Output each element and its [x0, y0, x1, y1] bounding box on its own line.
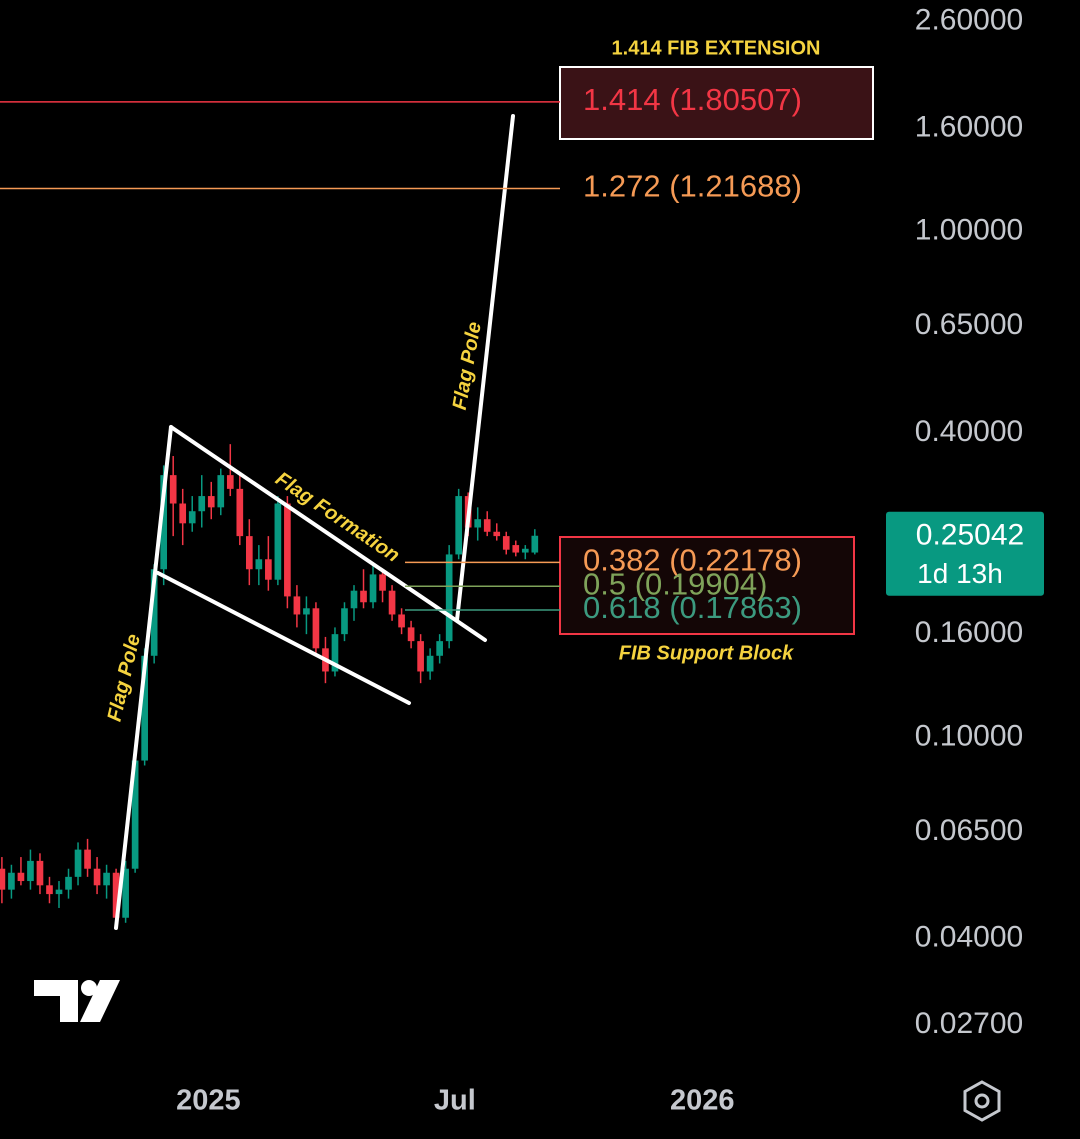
candle-body	[8, 872, 15, 890]
logo-part	[80, 980, 120, 1022]
logo-part	[81, 980, 97, 996]
candle-body	[36, 860, 44, 886]
candle-body	[360, 590, 367, 603]
candle-body	[160, 475, 168, 570]
y-tick-label: 1.00000	[915, 214, 1023, 247]
candle-body	[350, 590, 358, 609]
y-tick-label: 0.04000	[915, 921, 1023, 954]
candle-body	[141, 655, 148, 761]
candle-body	[169, 475, 177, 504]
x-tick-label: Jul	[434, 1085, 476, 1117]
candle-body	[531, 535, 539, 553]
y-tick-label: 0.40000	[915, 415, 1023, 448]
countdown: 1d 13h	[917, 558, 1003, 589]
extension-box	[559, 66, 874, 140]
candle-body	[512, 545, 520, 553]
candle-body	[483, 519, 491, 532]
candle-body	[17, 872, 25, 882]
candle-body	[312, 608, 320, 649]
candle-body	[274, 503, 282, 580]
y-tick-label: 2.60000	[915, 4, 1023, 37]
fib-label: 0.5 (0.19904)	[583, 566, 767, 601]
y-tick-label: 0.06500	[915, 814, 1023, 847]
fib-label: 0.382 (0.22178)	[583, 543, 802, 578]
y-tick-label: 0.65000	[915, 308, 1023, 341]
candle-body	[521, 548, 529, 553]
fib-label: 1.414 (1.80507)	[583, 82, 802, 117]
candle-body	[388, 590, 396, 615]
candle-body	[417, 641, 424, 672]
logo-part	[34, 980, 78, 1022]
x-tick-label: 2025	[176, 1085, 241, 1117]
candle-body	[0, 868, 6, 890]
candle-body	[112, 872, 120, 918]
candle-body	[27, 860, 34, 882]
candle-body	[341, 608, 348, 635]
candle-body	[74, 849, 82, 877]
candle-body	[103, 872, 110, 886]
candle-body	[207, 496, 215, 508]
candle-body	[198, 496, 206, 512]
settings-icon[interactable]	[963, 1080, 1001, 1122]
candle-body	[474, 519, 482, 528]
candle-body	[188, 511, 196, 524]
candle-body	[245, 536, 253, 570]
candle-body	[84, 849, 91, 869]
candle-body	[293, 596, 301, 615]
candle-body	[369, 574, 377, 603]
trend-line	[156, 571, 411, 705]
trend-line	[114, 425, 173, 930]
last-price: 0.25042	[916, 519, 1024, 552]
trend-line	[455, 114, 515, 622]
candle-body	[502, 536, 510, 550]
candle-body	[445, 554, 453, 642]
fib-label: 1.272 (1.21688)	[583, 169, 802, 204]
candle-body	[65, 876, 72, 890]
x-tick-label: 2026	[670, 1085, 735, 1117]
support-box	[559, 536, 855, 635]
annotation: FIB Support Block	[619, 642, 794, 664]
candle-body	[46, 885, 53, 895]
candle-body	[179, 503, 187, 524]
candle-body	[398, 614, 405, 628]
candle-body	[436, 641, 443, 656]
candle-body	[122, 868, 129, 918]
candle-body	[217, 475, 225, 508]
drawings	[114, 114, 515, 930]
candle-body	[255, 559, 263, 570]
y-tick-label: 0.10000	[915, 719, 1023, 752]
candle-body	[150, 569, 158, 656]
candle-body	[379, 574, 386, 591]
candle-body	[303, 608, 310, 615]
candle-body	[236, 488, 244, 537]
logo	[34, 980, 120, 1022]
candle-body	[331, 634, 339, 672]
settings-dot[interactable]	[974, 1093, 990, 1109]
candle-body	[426, 655, 434, 672]
candle-body	[493, 531, 501, 537]
candle-body	[265, 559, 272, 580]
y-tick-label: 0.02700	[915, 1007, 1023, 1040]
candle-body	[407, 627, 415, 642]
settings-hex[interactable]	[963, 1080, 1001, 1122]
y-tick-label: 1.60000	[915, 110, 1023, 143]
candle-body	[455, 496, 463, 555]
candle-body	[93, 868, 101, 886]
fib-label: 0.618 (0.17863)	[583, 590, 802, 625]
candle-body	[131, 760, 139, 869]
price-box	[886, 511, 1044, 596]
annotation: 1.414 FIB EXTENSION	[612, 37, 821, 59]
candle-body	[284, 503, 291, 597]
candle-body	[226, 475, 234, 489]
y-tick-label: 0.16000	[915, 616, 1023, 649]
candle-body	[55, 889, 63, 895]
trend-line	[169, 425, 487, 642]
